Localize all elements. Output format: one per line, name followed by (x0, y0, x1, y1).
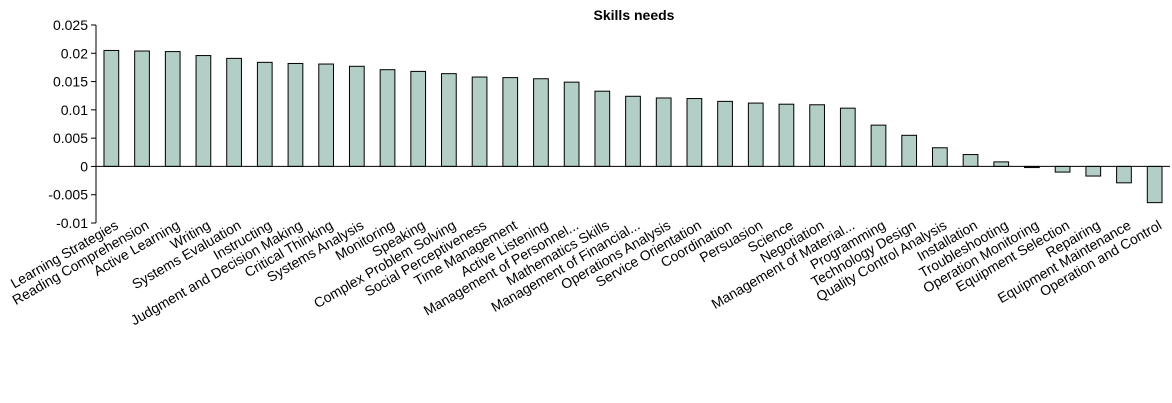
chart-title: Skills needs (594, 7, 675, 23)
bar (103, 49, 120, 167)
bar (410, 70, 427, 167)
bar (594, 90, 611, 167)
y-tick-label: 0.02 (61, 45, 88, 61)
bar (318, 63, 335, 167)
bar (563, 81, 580, 167)
bar (348, 65, 365, 167)
y-tick-label: 0 (80, 158, 88, 174)
bar (809, 104, 825, 167)
bar (931, 147, 948, 167)
bar (778, 103, 795, 167)
bar (686, 98, 703, 167)
bar (533, 78, 549, 167)
bar (747, 102, 764, 167)
bar (287, 62, 304, 167)
y-tick-label: -0.01 (56, 215, 88, 231)
bar (1054, 165, 1071, 173)
y-tick-label: 0.005 (53, 130, 88, 146)
bar (164, 51, 181, 167)
bar (256, 61, 273, 167)
bar (717, 100, 733, 167)
y-axis: 0.025 0.02 0.015 0.01 0.005 0 -0.005 -0.01 (48, 17, 97, 231)
bar (901, 134, 918, 167)
bar (1116, 165, 1132, 184)
y-tick-label: 0.015 (53, 74, 88, 90)
bar (839, 107, 856, 167)
bar (1085, 165, 1102, 177)
bar (993, 161, 1010, 167)
bar (655, 97, 672, 167)
y-tick-label: -0.005 (48, 187, 88, 203)
bar (134, 50, 150, 167)
bar (471, 76, 488, 167)
bar (962, 154, 979, 167)
bar (379, 69, 396, 167)
bar (870, 124, 887, 167)
bar (226, 57, 242, 167)
y-tick-label: 0.025 (53, 17, 88, 33)
bar (625, 95, 641, 167)
bar (441, 73, 457, 167)
bar (1146, 165, 1163, 204)
y-tick-label: 0.01 (61, 102, 88, 118)
bar (502, 77, 519, 167)
bar (195, 55, 212, 167)
bars (103, 49, 1163, 204)
